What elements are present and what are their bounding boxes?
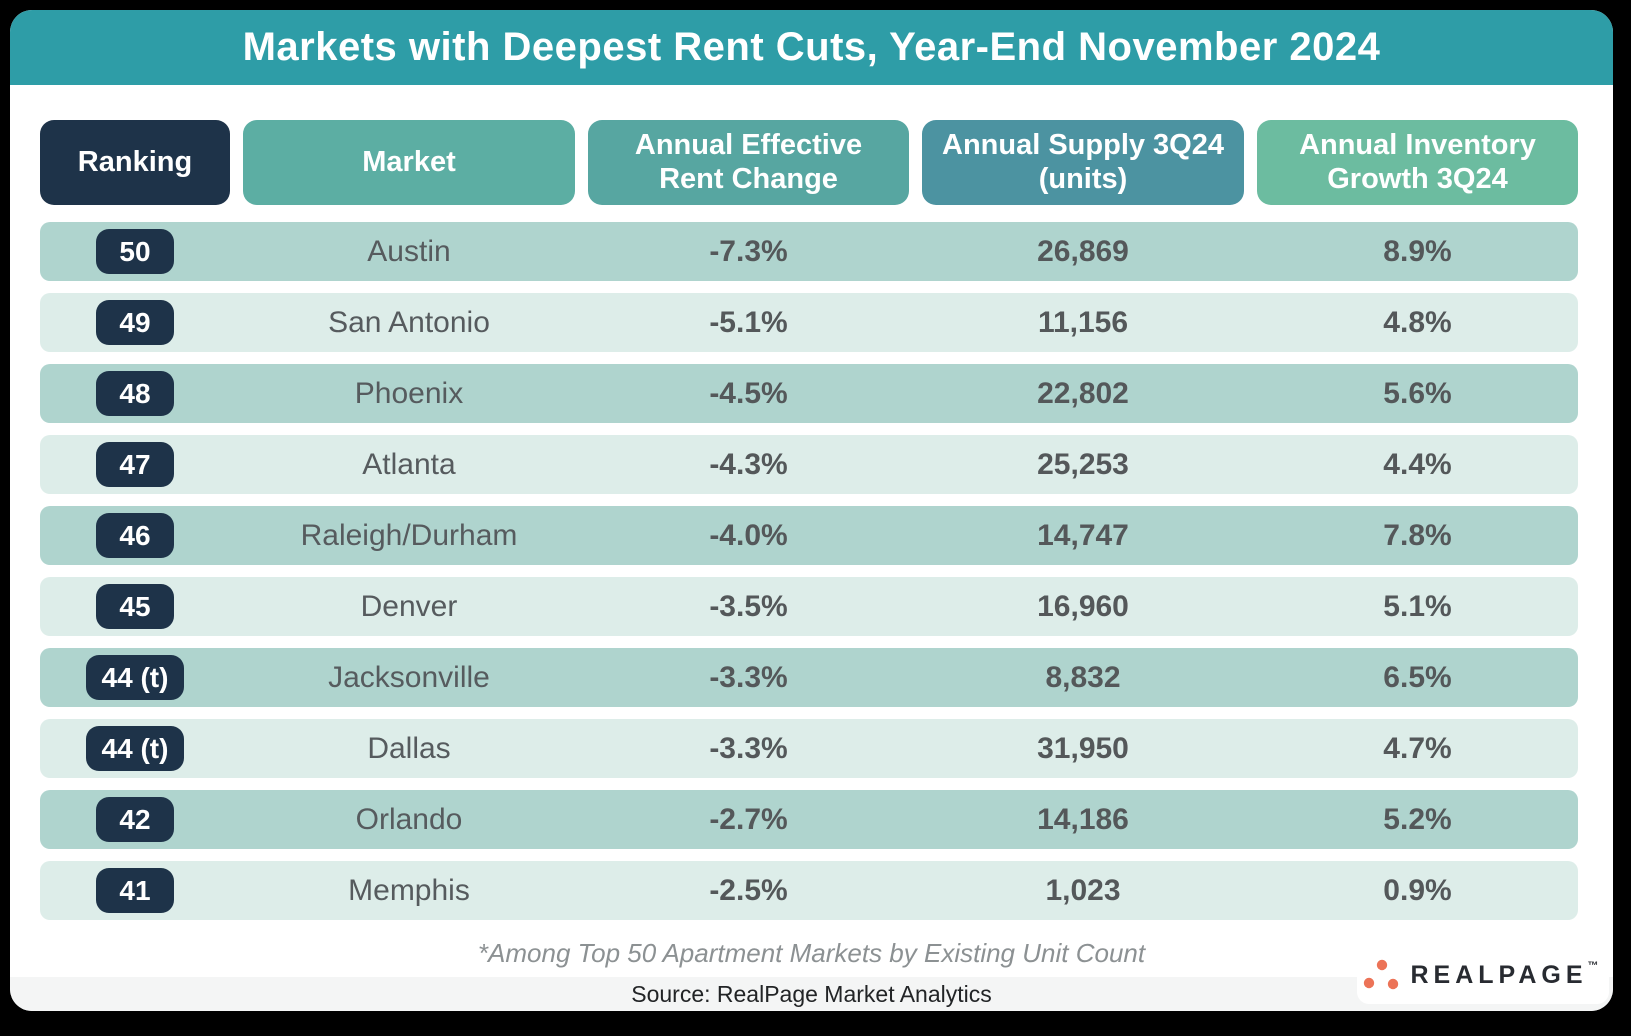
inventory-growth-cell: 5.2% (1383, 802, 1452, 836)
rank-badge: 50 (96, 229, 174, 274)
realpage-wordmark: REALPAGE™ (1410, 959, 1604, 989)
supply-cell: 26,869 (1037, 234, 1129, 268)
rank-cell: 44 (t) (40, 655, 230, 700)
column-header-ranking: Ranking (40, 120, 230, 205)
rent-change-cell: -4.3% (709, 447, 788, 481)
rank-badge: 44 (t) (85, 726, 185, 771)
inventory-growth-cell: 0.9% (1383, 873, 1452, 907)
rent-change-cell: -4.5% (709, 376, 788, 410)
market-cell: Denver (360, 589, 458, 623)
realpage-logo: REALPAGE™ (1357, 946, 1609, 1004)
column-header-inventory-growth: Annual Inventory Growth 3Q24 (1257, 120, 1578, 205)
market-cell: Memphis (348, 873, 470, 907)
table-row: 42 Orlando -2.7% 14,186 5.2% (40, 790, 1578, 849)
rank-badge: 42 (96, 797, 174, 842)
table-row: 44 (t) Dallas -3.3% 31,950 4.7% (40, 719, 1578, 778)
rank-badge: 46 (96, 513, 174, 558)
rank-cell: 50 (40, 229, 230, 274)
column-header-rent-change: Annual Effective Rent Change (588, 120, 909, 205)
rank-cell: 47 (40, 442, 230, 487)
table-row: 41 Memphis -2.5% 1,023 0.9% (40, 861, 1578, 920)
table-row: 46 Raleigh/Durham -4.0% 14,747 7.8% (40, 506, 1578, 565)
column-header-market: Market (243, 120, 575, 205)
rent-change-cell: -2.7% (709, 802, 788, 836)
rank-badge: 44 (t) (85, 655, 185, 700)
rent-change-cell: -3.5% (709, 589, 788, 623)
table-row: 48 Phoenix -4.5% 22,802 5.6% (40, 364, 1578, 423)
market-cell: Dallas (367, 731, 451, 765)
inventory-growth-cell: 4.8% (1383, 305, 1452, 339)
inventory-growth-cell: 7.8% (1383, 518, 1452, 552)
rent-change-cell: -3.3% (709, 731, 788, 765)
inventory-growth-cell: 6.5% (1383, 660, 1452, 694)
rank-cell: 42 (40, 797, 230, 842)
rent-change-cell: -3.3% (709, 660, 788, 694)
title-band: Markets with Deepest Rent Cuts, Year-End… (10, 10, 1613, 85)
rank-cell: 46 (40, 513, 230, 558)
rank-cell: 49 (40, 300, 230, 345)
infographic-card: Markets with Deepest Rent Cuts, Year-End… (10, 10, 1613, 1011)
realpage-dots-icon (1364, 959, 1399, 990)
market-cell: Raleigh/Durham (300, 518, 518, 552)
rank-badge: 49 (96, 300, 174, 345)
footnote: *Among Top 50 Apartment Markets by Exist… (477, 938, 1146, 968)
table-header-row: Ranking Market Annual Effective Rent Cha… (40, 120, 1578, 205)
table-row: 44 (t) Jacksonville -3.3% 8,832 6.5% (40, 648, 1578, 707)
rent-change-cell: -5.1% (709, 305, 788, 339)
table-body: 50 Austin -7.3% 26,869 8.9% 49 San Anton… (40, 222, 1578, 932)
table-row: 47 Atlanta -4.3% 25,253 4.4% (40, 435, 1578, 494)
supply-cell: 14,747 (1037, 518, 1129, 552)
supply-cell: 11,156 (1037, 305, 1129, 339)
supply-cell: 8,832 (1045, 660, 1121, 694)
rank-badge: 47 (96, 442, 174, 487)
market-cell: Orlando (355, 802, 463, 836)
market-cell: Jacksonville (328, 660, 490, 694)
supply-cell: 16,960 (1037, 589, 1129, 623)
rent-change-cell: -2.5% (709, 873, 788, 907)
rank-cell: 44 (t) (40, 726, 230, 771)
page-title: Markets with Deepest Rent Cuts, Year-End… (242, 25, 1381, 69)
rent-change-cell: -7.3% (709, 234, 788, 268)
table-row: 50 Austin -7.3% 26,869 8.9% (40, 222, 1578, 281)
inventory-growth-cell: 4.7% (1383, 731, 1452, 765)
inventory-growth-cell: 4.4% (1383, 447, 1452, 481)
rent-change-cell: -4.0% (709, 518, 788, 552)
market-cell: Austin (367, 234, 451, 268)
rank-badge: 41 (96, 868, 174, 913)
table-row: 45 Denver -3.5% 16,960 5.1% (40, 577, 1578, 636)
inventory-growth-cell: 8.9% (1383, 234, 1452, 268)
supply-cell: 31,950 (1037, 731, 1129, 765)
market-cell: Phoenix (354, 376, 464, 410)
table-row: 49 San Antonio -5.1% 11,156 4.8% (40, 293, 1578, 352)
trademark-symbol: ™ (1587, 959, 1604, 972)
column-header-supply: Annual Supply 3Q24 (units) (922, 120, 1244, 205)
rank-cell: 45 (40, 584, 230, 629)
market-cell: Atlanta (362, 447, 456, 481)
inventory-growth-cell: 5.1% (1383, 589, 1452, 623)
source-band: Source: RealPage Market Analytics (10, 977, 1613, 1011)
supply-cell: 22,802 (1037, 376, 1129, 410)
supply-cell: 1,023 (1045, 873, 1121, 907)
supply-cell: 25,253 (1037, 447, 1129, 481)
market-cell: San Antonio (328, 305, 490, 339)
supply-cell: 14,186 (1037, 802, 1129, 836)
rank-cell: 48 (40, 371, 230, 416)
rank-cell: 41 (40, 868, 230, 913)
source-text: Source: RealPage Market Analytics (631, 980, 992, 1007)
inventory-growth-cell: 5.6% (1383, 376, 1452, 410)
rank-badge: 48 (96, 371, 174, 416)
rank-badge: 45 (96, 584, 174, 629)
